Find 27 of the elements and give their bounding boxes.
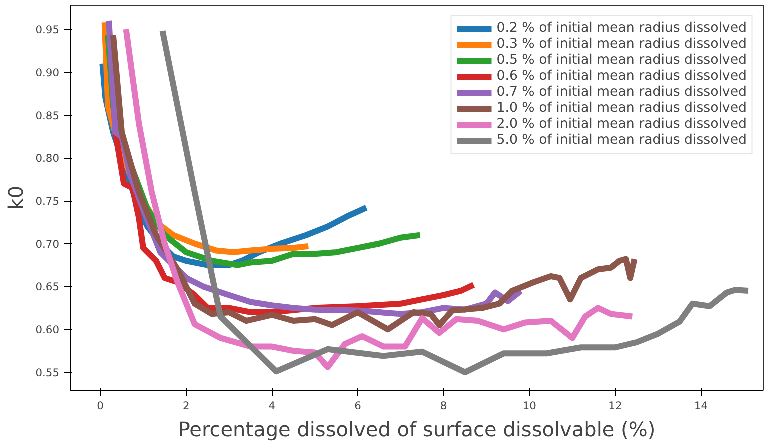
legend-label: 0.5 % of initial mean radius dissolved xyxy=(496,53,747,68)
y-tick-label: 0.75 xyxy=(36,195,60,208)
y-axis-title: k0 xyxy=(4,186,28,210)
y-tick-label: 0.90 xyxy=(36,66,60,80)
x-tick-label: 8 xyxy=(440,400,448,412)
y-tick-label: 0.95 xyxy=(36,24,60,37)
x-tick-label: 0 xyxy=(97,400,104,412)
legend-label: 0.7 % of initial mean radius dissolved xyxy=(496,85,747,100)
y-tick-label: 0.65 xyxy=(36,280,60,294)
legend-label: 0.2 % of initial mean radius dissolved xyxy=(496,21,747,36)
x-tick-label: 12 xyxy=(608,400,622,412)
x-tick-label: 14 xyxy=(694,400,708,412)
y-tick-label: 0.85 xyxy=(36,109,60,122)
y-tick-label: 0.70 xyxy=(36,238,60,251)
y-tick-label: 0.55 xyxy=(36,366,60,380)
x-tick-label: 6 xyxy=(354,400,362,412)
x-tick-label: 10 xyxy=(522,400,537,412)
y-tick-label: 0.80 xyxy=(36,152,60,166)
legend-label: 5.0 % of initial mean radius dissolved xyxy=(496,133,747,148)
x-tick-label: 4 xyxy=(268,400,276,412)
legend-label: 0.6 % of initial mean radius dissolved xyxy=(496,69,747,84)
legend-label: 1.0 % of initial mean radius dissolved xyxy=(496,101,747,116)
y-tick-label: 0.60 xyxy=(36,324,60,337)
x-tick-label: 2 xyxy=(182,400,190,412)
legend-label: 2.0 % of initial mean radius dissolved xyxy=(496,117,747,132)
x-axis-title: Percentage dissolved of surface dissolvable (%) xyxy=(178,418,656,442)
legend-label: 0.3 % of initial mean radius dissolved xyxy=(496,37,747,52)
